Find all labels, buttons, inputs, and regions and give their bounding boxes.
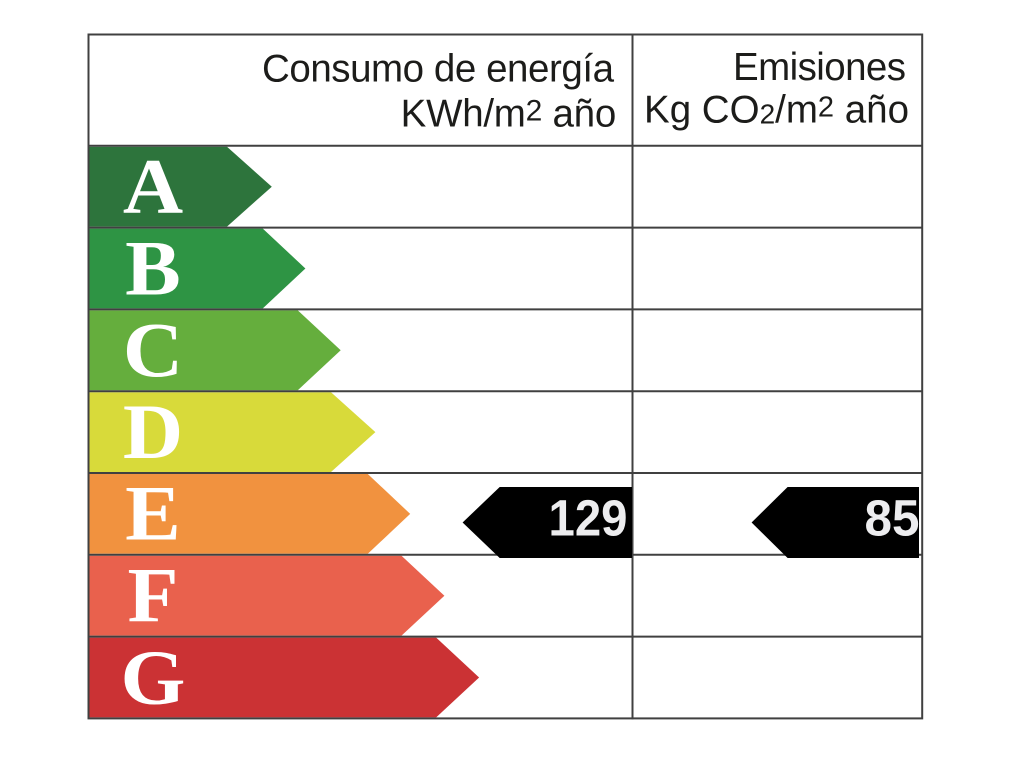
svg-text:D: D <box>123 389 183 475</box>
svg-text:B: B <box>125 226 181 312</box>
svg-text:C: C <box>123 308 183 394</box>
svg-text:Emisiones: Emisiones <box>733 46 906 89</box>
svg-text:Kg CO2/m2 año: Kg CO2/m2 año <box>644 89 909 132</box>
svg-text:F: F <box>128 553 179 639</box>
svg-text:KWh/m2 año: KWh/m2 año <box>401 93 616 136</box>
svg-text:E: E <box>125 471 181 557</box>
svg-text:85: 85 <box>865 490 920 547</box>
svg-text:129: 129 <box>549 490 628 547</box>
svg-text:A: A <box>123 144 183 230</box>
svg-text:G: G <box>121 635 186 721</box>
svg-text:Consumo de energía: Consumo de energía <box>262 47 615 90</box>
